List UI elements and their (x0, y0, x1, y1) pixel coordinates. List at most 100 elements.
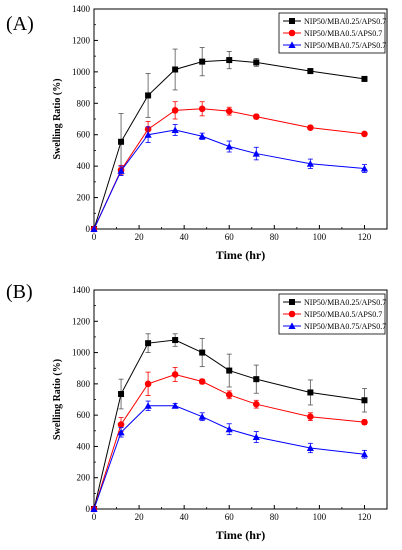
data-point (171, 402, 179, 409)
x-tick-label: 80 (270, 232, 280, 242)
data-point (225, 142, 233, 150)
data-point (306, 444, 314, 451)
legend-item: NIP50/MBA0.75/APS0.7 (283, 41, 386, 50)
data-point (252, 113, 260, 120)
series-2 (90, 367, 368, 513)
x-tick-label: 80 (270, 512, 280, 522)
legend-label: NIP50/MBA0.5/APS0.7 (304, 29, 382, 38)
y-tick-label: 600 (77, 130, 91, 140)
data-point (307, 124, 314, 131)
x-tick-label: 20 (135, 512, 145, 522)
y-tick-label: 0 (86, 224, 91, 234)
y-axis-title: Swelling Ratio (%) (52, 78, 63, 159)
x-tick-label: 0 (92, 232, 97, 242)
series-1 (91, 47, 368, 232)
data-point (145, 340, 152, 347)
legend-item: NIP50/MBA0.25/APS0.7 (283, 17, 386, 26)
y-tick-label: 1200 (72, 35, 91, 45)
data-point (117, 421, 125, 428)
data-point (199, 349, 206, 356)
data-point (172, 337, 179, 344)
x-axis-title: Time (hr) (216, 248, 265, 262)
data-point (253, 376, 260, 383)
y-tick-label: 600 (77, 410, 91, 420)
data-point (225, 425, 233, 433)
data-point (199, 58, 206, 65)
data-point (306, 160, 314, 167)
legend-item: NIP50/MBA0.5/APS0.7 (283, 29, 382, 38)
data-point (145, 92, 152, 99)
data-point (171, 126, 179, 133)
legend-item: NIP50/MBA0.75/APS0.7 (283, 322, 386, 331)
series-1 (91, 333, 368, 512)
data-point (307, 389, 314, 396)
data-point (252, 149, 260, 157)
y-tick-label: 800 (77, 379, 91, 389)
data-point (171, 107, 179, 114)
data-point (360, 450, 369, 458)
data-point (360, 164, 369, 172)
data-point (172, 66, 179, 73)
legend: NIP50/MBA0.25/APS0.7 NIP50/MBA0.5/APS0.7 N… (278, 12, 386, 54)
legend-marker (288, 41, 296, 48)
y-tick-label: 400 (77, 441, 91, 451)
legend-marker (289, 18, 295, 24)
legend-item: NIP50/MBA0.5/APS0.7 (283, 310, 382, 319)
y-tick-label: 1000 (72, 348, 91, 358)
x-tick-label: 100 (313, 232, 327, 242)
data-point (118, 391, 125, 398)
legend-label: NIP50/MBA0.75/APS0.7 (304, 322, 386, 331)
panel-label: (B) (6, 281, 33, 303)
y-tick-label: 1400 (72, 4, 91, 14)
x-tick-label: 60 (225, 512, 235, 522)
y-tick-label: 400 (77, 161, 91, 171)
data-point (118, 138, 125, 145)
x-tick-label: 40 (180, 232, 190, 242)
legend-label: NIP50/MBA0.75/APS0.7 (304, 41, 386, 50)
y-axis-title: Swelling Ratio (%) (52, 359, 63, 440)
x-tick-label: 0 (92, 512, 97, 522)
x-tick-label: 120 (358, 232, 372, 242)
legend-item: NIP50/MBA0.25/APS0.7 (283, 298, 386, 307)
legend-marker (288, 322, 296, 329)
data-point (225, 107, 233, 115)
x-tick-label: 120 (358, 512, 372, 522)
data-point (225, 391, 233, 399)
legend-label: NIP50/MBA0.25/APS0.7 (304, 298, 386, 307)
legend-marker (289, 299, 295, 305)
series-3 (90, 124, 369, 232)
legend: NIP50/MBA0.25/APS0.7 NIP50/MBA0.5/APS0.7 N… (278, 293, 386, 335)
data-point (171, 371, 179, 378)
data-point (198, 132, 206, 140)
data-point (117, 428, 125, 436)
data-point (90, 505, 98, 512)
data-point (144, 131, 152, 138)
data-point (198, 105, 206, 113)
x-axis-title: Time (hr) (216, 528, 265, 542)
y-tick-label: 1200 (72, 316, 91, 326)
panel-label: (A) (6, 13, 34, 35)
legend-marker (288, 29, 296, 37)
data-point (361, 130, 368, 138)
chart-panel-b: (B) 0 200 400 600 800 1000 1200 1400 0 20 40 60 80 100… (6, 281, 388, 542)
data-point (226, 367, 233, 374)
y-tick-label: 0 (86, 504, 91, 514)
data-point (252, 433, 260, 441)
data-point (307, 68, 314, 75)
data-point (198, 413, 206, 420)
chart-panel-a: (A) 0 200 400 600 800 1000 1200 1400 0 20 40 60 80 100… (6, 4, 388, 262)
data-point (198, 378, 206, 385)
legend-marker (288, 310, 296, 318)
series-3 (90, 400, 369, 512)
series-line (93, 108, 365, 230)
data-point (307, 413, 314, 421)
legend-label: NIP50/MBA0.25/APS0.7 (304, 17, 386, 26)
x-tick-label: 100 (313, 512, 327, 522)
series-line (93, 405, 365, 510)
data-point (226, 57, 233, 64)
x-tick-label: 20 (135, 232, 145, 242)
data-point (117, 167, 125, 174)
legend-label: NIP50/MBA0.5/APS0.7 (304, 310, 382, 319)
y-tick-label: 200 (77, 473, 91, 483)
